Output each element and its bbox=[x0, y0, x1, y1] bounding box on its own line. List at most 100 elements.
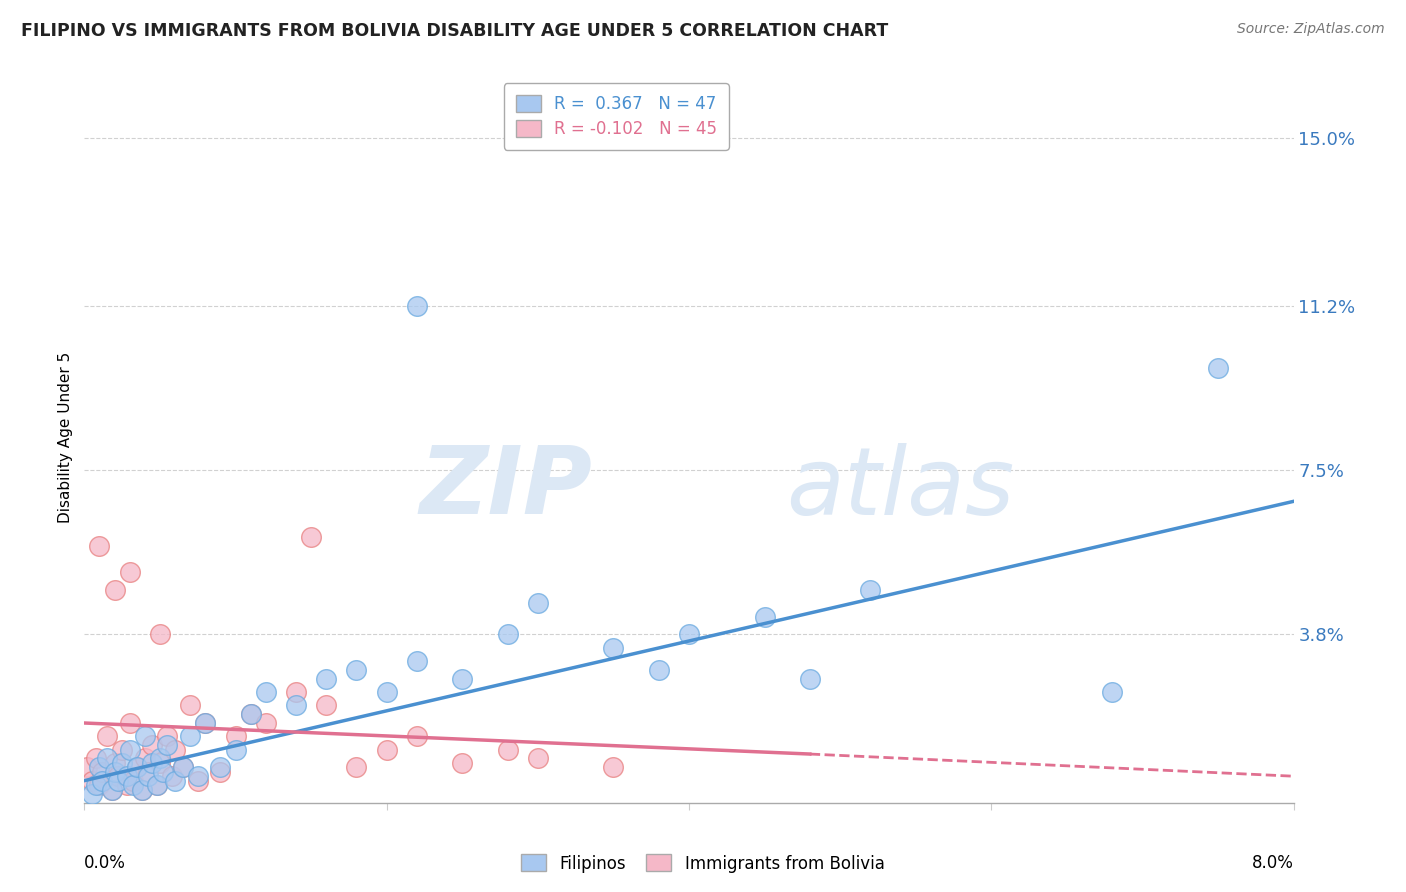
Point bbox=[254, 685, 277, 699]
Point bbox=[194, 716, 217, 731]
Point bbox=[134, 751, 156, 765]
Point bbox=[127, 760, 149, 774]
Point bbox=[194, 716, 217, 731]
Text: atlas: atlas bbox=[786, 442, 1014, 533]
Point bbox=[799, 672, 821, 686]
Point bbox=[451, 756, 474, 770]
Point bbox=[149, 756, 172, 770]
Point bbox=[239, 707, 262, 722]
Point bbox=[187, 769, 209, 783]
Point bbox=[496, 742, 519, 756]
Point bbox=[284, 685, 308, 699]
Point bbox=[496, 627, 519, 641]
Point bbox=[107, 769, 129, 783]
Point bbox=[121, 778, 143, 792]
Point bbox=[527, 751, 550, 765]
Point bbox=[406, 299, 429, 313]
Point bbox=[1101, 685, 1123, 699]
Point bbox=[179, 729, 201, 743]
Legend: Filipinos, Immigrants from Bolivia: Filipinos, Immigrants from Bolivia bbox=[515, 847, 891, 880]
Point bbox=[209, 760, 232, 774]
Point bbox=[209, 764, 232, 779]
Point bbox=[859, 582, 882, 597]
Point bbox=[149, 627, 172, 641]
Point bbox=[406, 729, 429, 743]
Point bbox=[156, 738, 179, 752]
Point bbox=[678, 627, 700, 641]
Point bbox=[160, 769, 183, 783]
Point bbox=[136, 764, 159, 779]
Point bbox=[1206, 361, 1229, 376]
Point bbox=[127, 760, 149, 774]
Point bbox=[89, 760, 111, 774]
Point bbox=[107, 773, 129, 788]
Point bbox=[146, 778, 169, 792]
Point bbox=[115, 769, 138, 783]
Point bbox=[284, 698, 308, 713]
Point bbox=[131, 782, 153, 797]
Point bbox=[527, 596, 550, 610]
Point bbox=[96, 729, 118, 743]
Point bbox=[111, 756, 134, 770]
Point bbox=[91, 764, 114, 779]
Point bbox=[96, 751, 118, 765]
Point bbox=[602, 640, 624, 655]
Point bbox=[89, 539, 111, 553]
Text: ZIP: ZIP bbox=[419, 442, 592, 534]
Point bbox=[111, 742, 134, 756]
Point bbox=[346, 760, 368, 774]
Point bbox=[104, 756, 127, 770]
Point bbox=[346, 663, 368, 677]
Point bbox=[118, 566, 141, 580]
Y-axis label: Disability Age Under 5: Disability Age Under 5 bbox=[58, 351, 73, 523]
Text: Source: ZipAtlas.com: Source: ZipAtlas.com bbox=[1237, 22, 1385, 37]
Text: FILIPINO VS IMMIGRANTS FROM BOLIVIA DISABILITY AGE UNDER 5 CORRELATION CHART: FILIPINO VS IMMIGRANTS FROM BOLIVIA DISA… bbox=[21, 22, 889, 40]
Point bbox=[375, 742, 398, 756]
Text: 0.0%: 0.0% bbox=[84, 854, 127, 872]
Point bbox=[648, 663, 671, 677]
Point bbox=[146, 778, 169, 792]
Point bbox=[375, 685, 398, 699]
Point bbox=[225, 729, 247, 743]
Point bbox=[225, 742, 247, 756]
Point bbox=[299, 530, 322, 544]
Legend: R =  0.367   N = 47, R = -0.102   N = 45: R = 0.367 N = 47, R = -0.102 N = 45 bbox=[505, 83, 728, 150]
Point bbox=[91, 773, 114, 788]
Point bbox=[165, 773, 187, 788]
Point bbox=[100, 782, 122, 797]
Point bbox=[406, 654, 429, 668]
Point bbox=[80, 787, 103, 801]
Point bbox=[86, 778, 108, 792]
Point bbox=[315, 698, 337, 713]
Point bbox=[149, 751, 172, 765]
Point bbox=[118, 742, 141, 756]
Point bbox=[100, 782, 122, 797]
Point bbox=[179, 698, 201, 713]
Point bbox=[136, 769, 159, 783]
Point bbox=[254, 716, 277, 731]
Point bbox=[104, 582, 127, 597]
Point bbox=[156, 729, 179, 743]
Point bbox=[80, 773, 103, 788]
Point bbox=[451, 672, 474, 686]
Point bbox=[172, 760, 194, 774]
Point bbox=[86, 751, 108, 765]
Text: 8.0%: 8.0% bbox=[1251, 854, 1294, 872]
Point bbox=[121, 773, 143, 788]
Point bbox=[239, 707, 262, 722]
Point bbox=[152, 764, 174, 779]
Point bbox=[76, 760, 98, 774]
Point bbox=[131, 782, 153, 797]
Point bbox=[172, 760, 194, 774]
Point bbox=[602, 760, 624, 774]
Point bbox=[165, 742, 187, 756]
Point bbox=[89, 778, 111, 792]
Point bbox=[118, 716, 141, 731]
Point bbox=[134, 729, 156, 743]
Point bbox=[141, 756, 163, 770]
Point bbox=[754, 609, 776, 624]
Point bbox=[115, 778, 138, 792]
Point bbox=[141, 738, 163, 752]
Point bbox=[104, 764, 127, 779]
Point bbox=[187, 773, 209, 788]
